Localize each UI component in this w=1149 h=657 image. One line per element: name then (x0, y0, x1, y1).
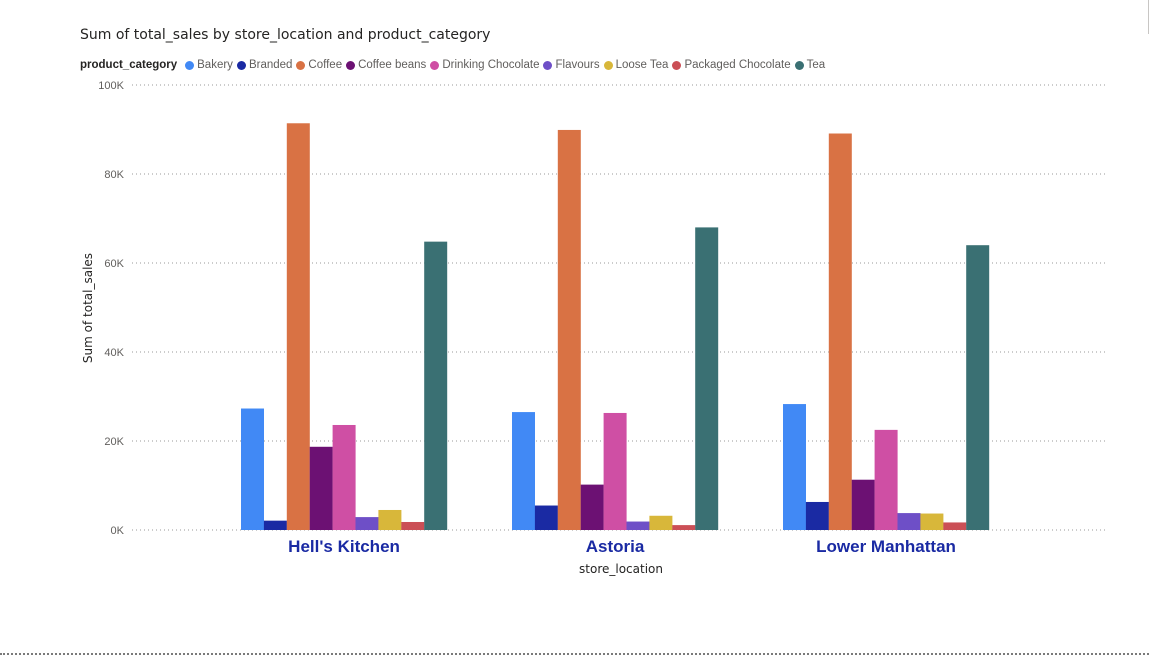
legend-item-loose-tea[interactable]: Loose Tea (603, 59, 669, 71)
bar-branded[interactable] (534, 505, 558, 530)
bar-drinking-chocolate[interactable] (603, 412, 627, 530)
legend-label: Coffee (308, 59, 343, 71)
y-tick-label: 100K (98, 80, 124, 92)
legend-item-flavours[interactable]: Flavours (543, 59, 600, 71)
legend-marker (672, 60, 682, 70)
legend-marker (185, 60, 195, 70)
bar-coffee-beans[interactable] (580, 484, 604, 530)
bar-coffee-beans[interactable] (851, 479, 875, 530)
legend-item-coffee[interactable]: Coffee (296, 59, 342, 71)
bar-packaged-chocolate[interactable] (401, 521, 425, 530)
legend-items: Bakery Branded Coffee Coffee beans Drinking … (185, 59, 829, 71)
bar-flavours[interactable] (626, 521, 650, 530)
x-tick-label: Astoria (586, 537, 645, 556)
x-tick-label: Hell's Kitchen (288, 537, 400, 556)
bar-tea[interactable] (695, 227, 719, 530)
x-tick-label: Lower Manhattan (816, 537, 956, 556)
legend-item-bakery[interactable]: Bakery (185, 59, 233, 71)
bar-packaged-chocolate[interactable] (672, 525, 696, 530)
bar-flavours[interactable] (897, 513, 921, 530)
bar-bakery[interactable] (783, 404, 806, 530)
y-tick-label: 60K (104, 258, 124, 270)
legend-marker (236, 60, 246, 70)
legend-item-drinking-chocolate[interactable]: Drinking Chocolate (430, 59, 539, 71)
y-tick-label: 20K (104, 436, 124, 448)
bar-coffee-beans[interactable] (309, 446, 333, 530)
bar-bakery[interactable] (241, 408, 264, 530)
bar-coffee[interactable] (557, 129, 581, 530)
page-divider (0, 653, 1149, 655)
bar-drinking-chocolate[interactable] (332, 424, 356, 530)
legend-label: Bakery (197, 59, 233, 71)
legend-item-coffee-beans[interactable]: Coffee beans (346, 59, 426, 71)
bar-packaged-chocolate[interactable] (943, 522, 967, 530)
legend-label: Loose Tea (615, 59, 669, 71)
bar-tea[interactable] (424, 241, 448, 530)
y-tick-label: 0K (111, 525, 125, 537)
bar-branded[interactable] (263, 520, 287, 530)
legend: product_category Bakery Branded Coffee Coff… (80, 57, 829, 73)
bar-drinking-chocolate[interactable] (874, 429, 898, 530)
legend-marker (603, 60, 613, 70)
legend-label: Coffee beans (358, 59, 427, 71)
legend-title: product_category (80, 59, 178, 71)
y-tick-label: 40K (104, 347, 124, 359)
x-axis-title: store_location (579, 562, 663, 576)
legend-marker (346, 60, 356, 70)
legend-label: Branded (248, 59, 293, 71)
legend-label: Tea (806, 59, 826, 71)
legend-marker (296, 60, 306, 70)
legend-marker (794, 60, 804, 70)
legend-item-branded[interactable]: Branded (236, 59, 293, 71)
chart-title: Sum of total_sales by store_location and… (80, 27, 491, 43)
bar-tea[interactable] (966, 245, 990, 530)
y-tick-label: 80K (104, 169, 124, 181)
bar-coffee[interactable] (286, 123, 310, 531)
legend-label: Packaged Chocolate (684, 59, 791, 71)
y-axis-title: Sum of total_sales (81, 253, 95, 363)
bar-flavours[interactable] (355, 517, 379, 530)
bar-loose-tea[interactable] (649, 515, 673, 530)
legend-item-packaged-chocolate[interactable]: Packaged Chocolate (672, 59, 791, 71)
legend-label: Drinking Chocolate (442, 59, 540, 71)
bar-bakery[interactable] (512, 412, 535, 530)
legend-marker (430, 60, 440, 70)
legend-label: Flavours (555, 59, 600, 71)
bar-coffee[interactable] (828, 133, 852, 530)
bar-loose-tea[interactable] (920, 513, 944, 530)
bar-branded[interactable] (805, 501, 829, 530)
bar-loose-tea[interactable] (378, 509, 402, 530)
legend-item-tea[interactable]: Tea (794, 59, 826, 71)
legend-marker (543, 60, 553, 70)
